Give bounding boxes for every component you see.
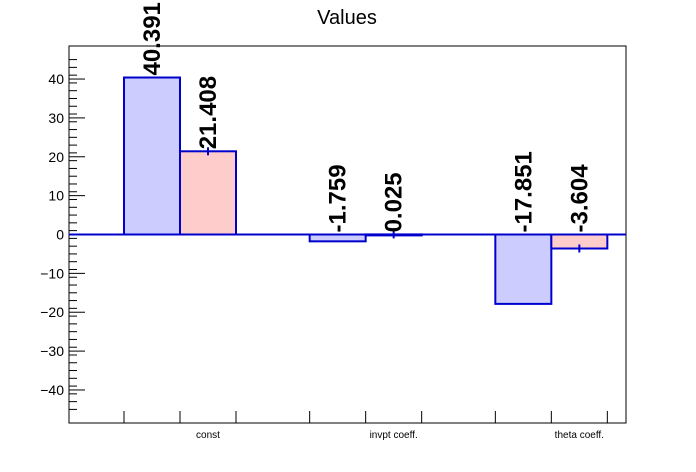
bar xyxy=(308,233,367,243)
y-tick-label: 0 xyxy=(56,227,64,243)
chart-title: Values xyxy=(317,7,377,29)
y-tick-label: −20 xyxy=(40,304,64,320)
y-tick-label: −30 xyxy=(40,343,64,359)
y-tick-label: −10 xyxy=(40,265,64,281)
y-axis: −40 −30 −20 −10 0 10 20 30 40 xyxy=(40,59,85,410)
x-category-label: theta coeff. xyxy=(555,430,604,441)
bar xyxy=(179,150,237,236)
y-tick-label: −40 xyxy=(40,382,64,398)
data-labels: 40.391 -1.759 -17.851 21.408 0.025 -3.604 xyxy=(139,2,593,232)
y-tick-label: 30 xyxy=(48,110,64,126)
data-label: 0.025 xyxy=(381,172,408,232)
x-category-label: const xyxy=(196,430,220,441)
y-tick-label: 20 xyxy=(48,149,64,165)
data-label: -17.851 xyxy=(510,151,537,232)
bar xyxy=(123,76,181,236)
y-tick-label: 40 xyxy=(48,71,64,87)
data-label: -3.604 xyxy=(566,164,593,233)
data-label: -1.759 xyxy=(325,164,352,232)
y-tick-label: 10 xyxy=(48,188,64,204)
data-label: 21.408 xyxy=(195,76,222,149)
bar xyxy=(494,233,553,305)
x-axis: const invpt coeff. theta coeff. xyxy=(123,411,608,441)
data-label: 40.391 xyxy=(139,2,166,75)
x-category-label: invpt coeff. xyxy=(370,430,418,441)
